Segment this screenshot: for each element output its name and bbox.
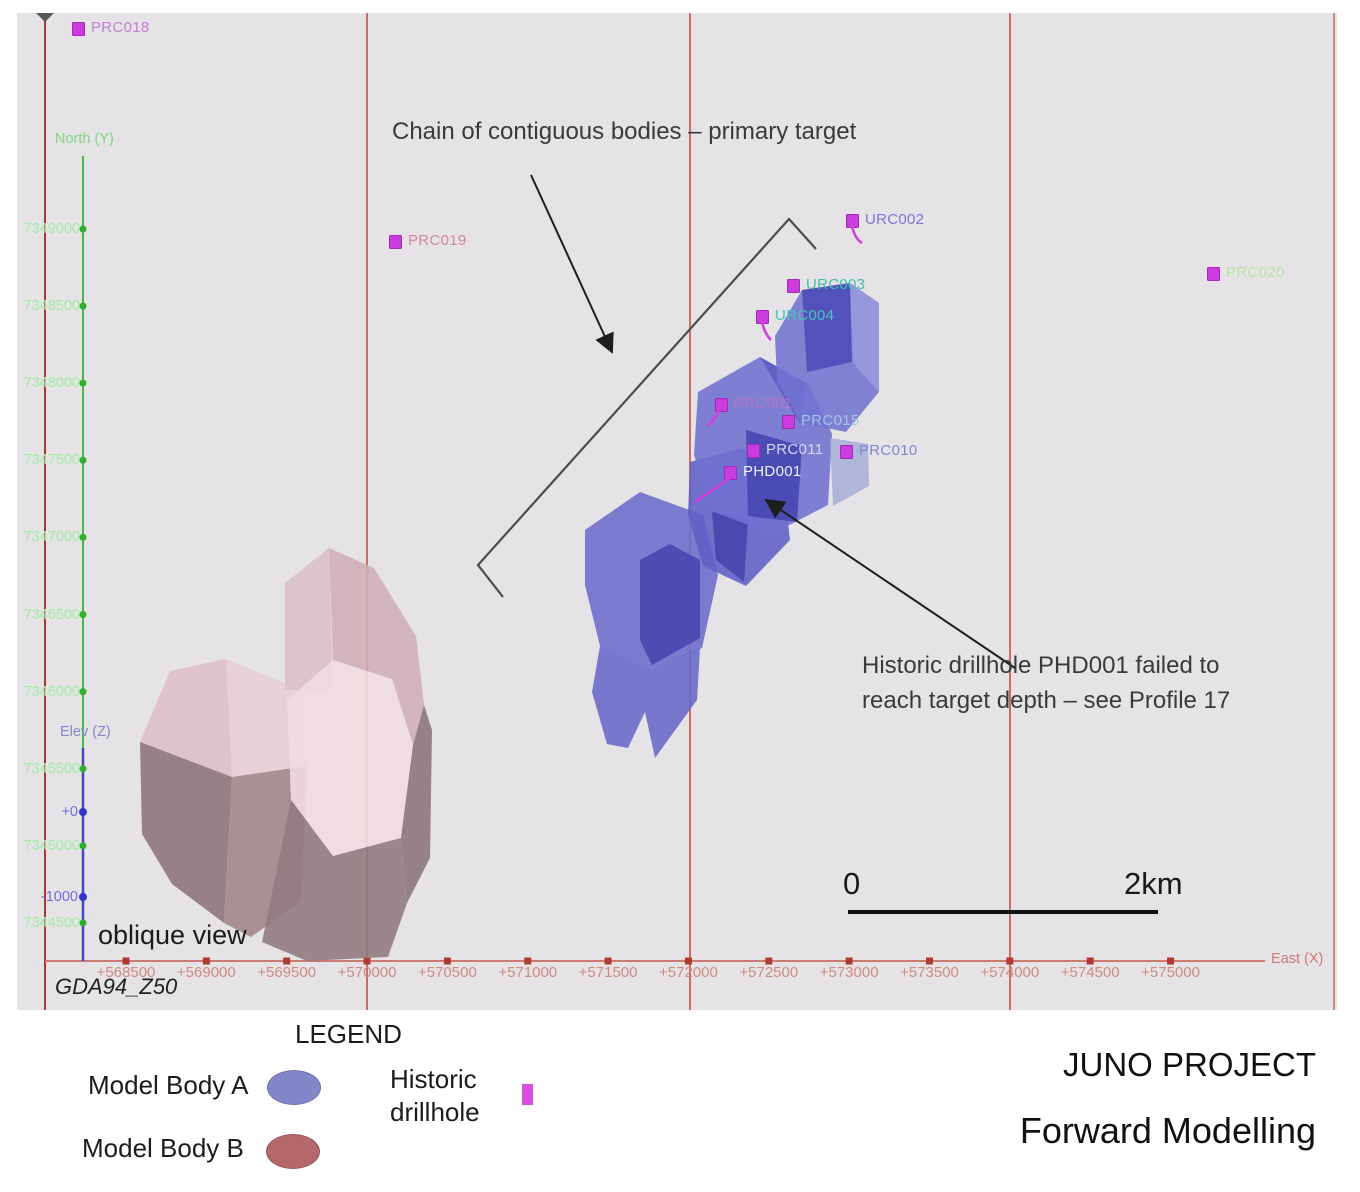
drillhole-label-PRC015: PRC015 [801,412,860,429]
east-tick-label: +570500 [417,964,477,981]
north-tick-label: 7346500 [23,606,80,623]
drillhole-label-PRC018: PRC018 [91,19,150,36]
north-tick-label: 7347000 [23,529,80,546]
drillhole-marker-PRC010 [840,445,853,459]
north-tick-dot [79,302,87,310]
east-tick-square [1167,957,1175,965]
drillhole-marker-PRC015 [782,415,795,429]
north-tick-label: 7348000 [23,375,80,392]
elev-tick-label: +0 [61,804,78,820]
east-tick-square [926,957,933,965]
north-tick-label: 7344500 [23,914,80,931]
north-tick-dot [79,379,87,387]
elev-tick-dot [79,808,87,816]
east-tick-square [845,957,853,965]
north-tick-label: 7345000 [23,837,80,854]
north-tick-label: 7348500 [23,298,80,315]
east-tick-label: +572000 [659,964,718,981]
drillhole-marker-URC004 [756,310,769,324]
drillhole-label-PRC019: PRC019 [408,232,467,249]
east-tick-square [524,957,532,965]
north-tick-dot [79,765,87,773]
east-tick-label: +569500 [257,964,317,981]
east-tick-square [283,957,291,965]
north-tick-dot [79,842,87,850]
drillhole-marker-PHD001 [724,466,737,480]
east-tick-label: +573500 [900,964,959,981]
east-tick-label: +571500 [578,964,638,981]
east-tick-label: +570000 [337,964,397,981]
elev-tick-dot [79,893,87,901]
east-tick-square [363,957,371,965]
east-tick-square [202,957,210,965]
north-tick-label: 7347500 [23,452,80,469]
east-tick-label: +569000 [176,964,236,981]
north-tick-dot [79,919,87,927]
drillhole-marker-URC002 [846,214,859,228]
drillhole-marker-PRC011 [747,444,760,458]
east-tick-label: +568500 [96,964,156,981]
drillhole-label-PHD001: PHD001 [743,463,802,480]
east-tick-label: +573000 [819,964,879,981]
north-tick-dot [79,688,87,696]
drillhole-marker-URC003 [787,279,800,293]
drillhole-label-URC004: URC004 [775,307,835,324]
east-tick-square [443,957,451,965]
drillhole-label-PRC010: PRC010 [859,442,918,459]
east-tick-label: +574000 [980,964,1040,981]
drillhole-label-URC003: URC003 [806,276,866,293]
north-tick-dot [79,225,87,233]
east-tick-square [765,957,773,965]
drillhole-marker-PRC001 [715,398,728,412]
east-tick-square [684,957,692,965]
north-arrow-tick [36,13,54,22]
north-tick-label: 7346000 [23,683,80,700]
north-tick-dot [79,611,87,618]
drillhole-marker-PRC019 [389,235,402,249]
north-tick-label: 7345500 [23,760,80,777]
north-tick-dot [79,456,87,464]
elev-tick-label: -1000 [40,889,78,905]
east-tick-label: +572500 [739,964,799,981]
north-tick-dot [79,533,87,541]
drillhole-label-PRC001: PRC001 [734,395,793,412]
east-tick-square [1086,957,1094,965]
drillhole-label-URC002: URC002 [865,211,925,228]
drillhole-label-PRC020: PRC020 [1226,264,1285,281]
axis-ticks [79,225,1175,965]
east-tick-label: +571000 [498,964,558,981]
east-tick-label: +574500 [1060,964,1120,981]
east-tick-label: +575000 [1141,964,1200,981]
north-tick-label: 7349000 [23,221,80,237]
east-tick-square [122,957,130,965]
drillhole-marker-PRC018 [72,22,85,36]
model-body-b [140,548,432,961]
east-tick-square [1006,957,1014,965]
drillhole-label-PRC011: PRC011 [766,441,824,458]
drillhole-marker-PRC020 [1207,267,1220,281]
east-tick-square [604,957,612,965]
